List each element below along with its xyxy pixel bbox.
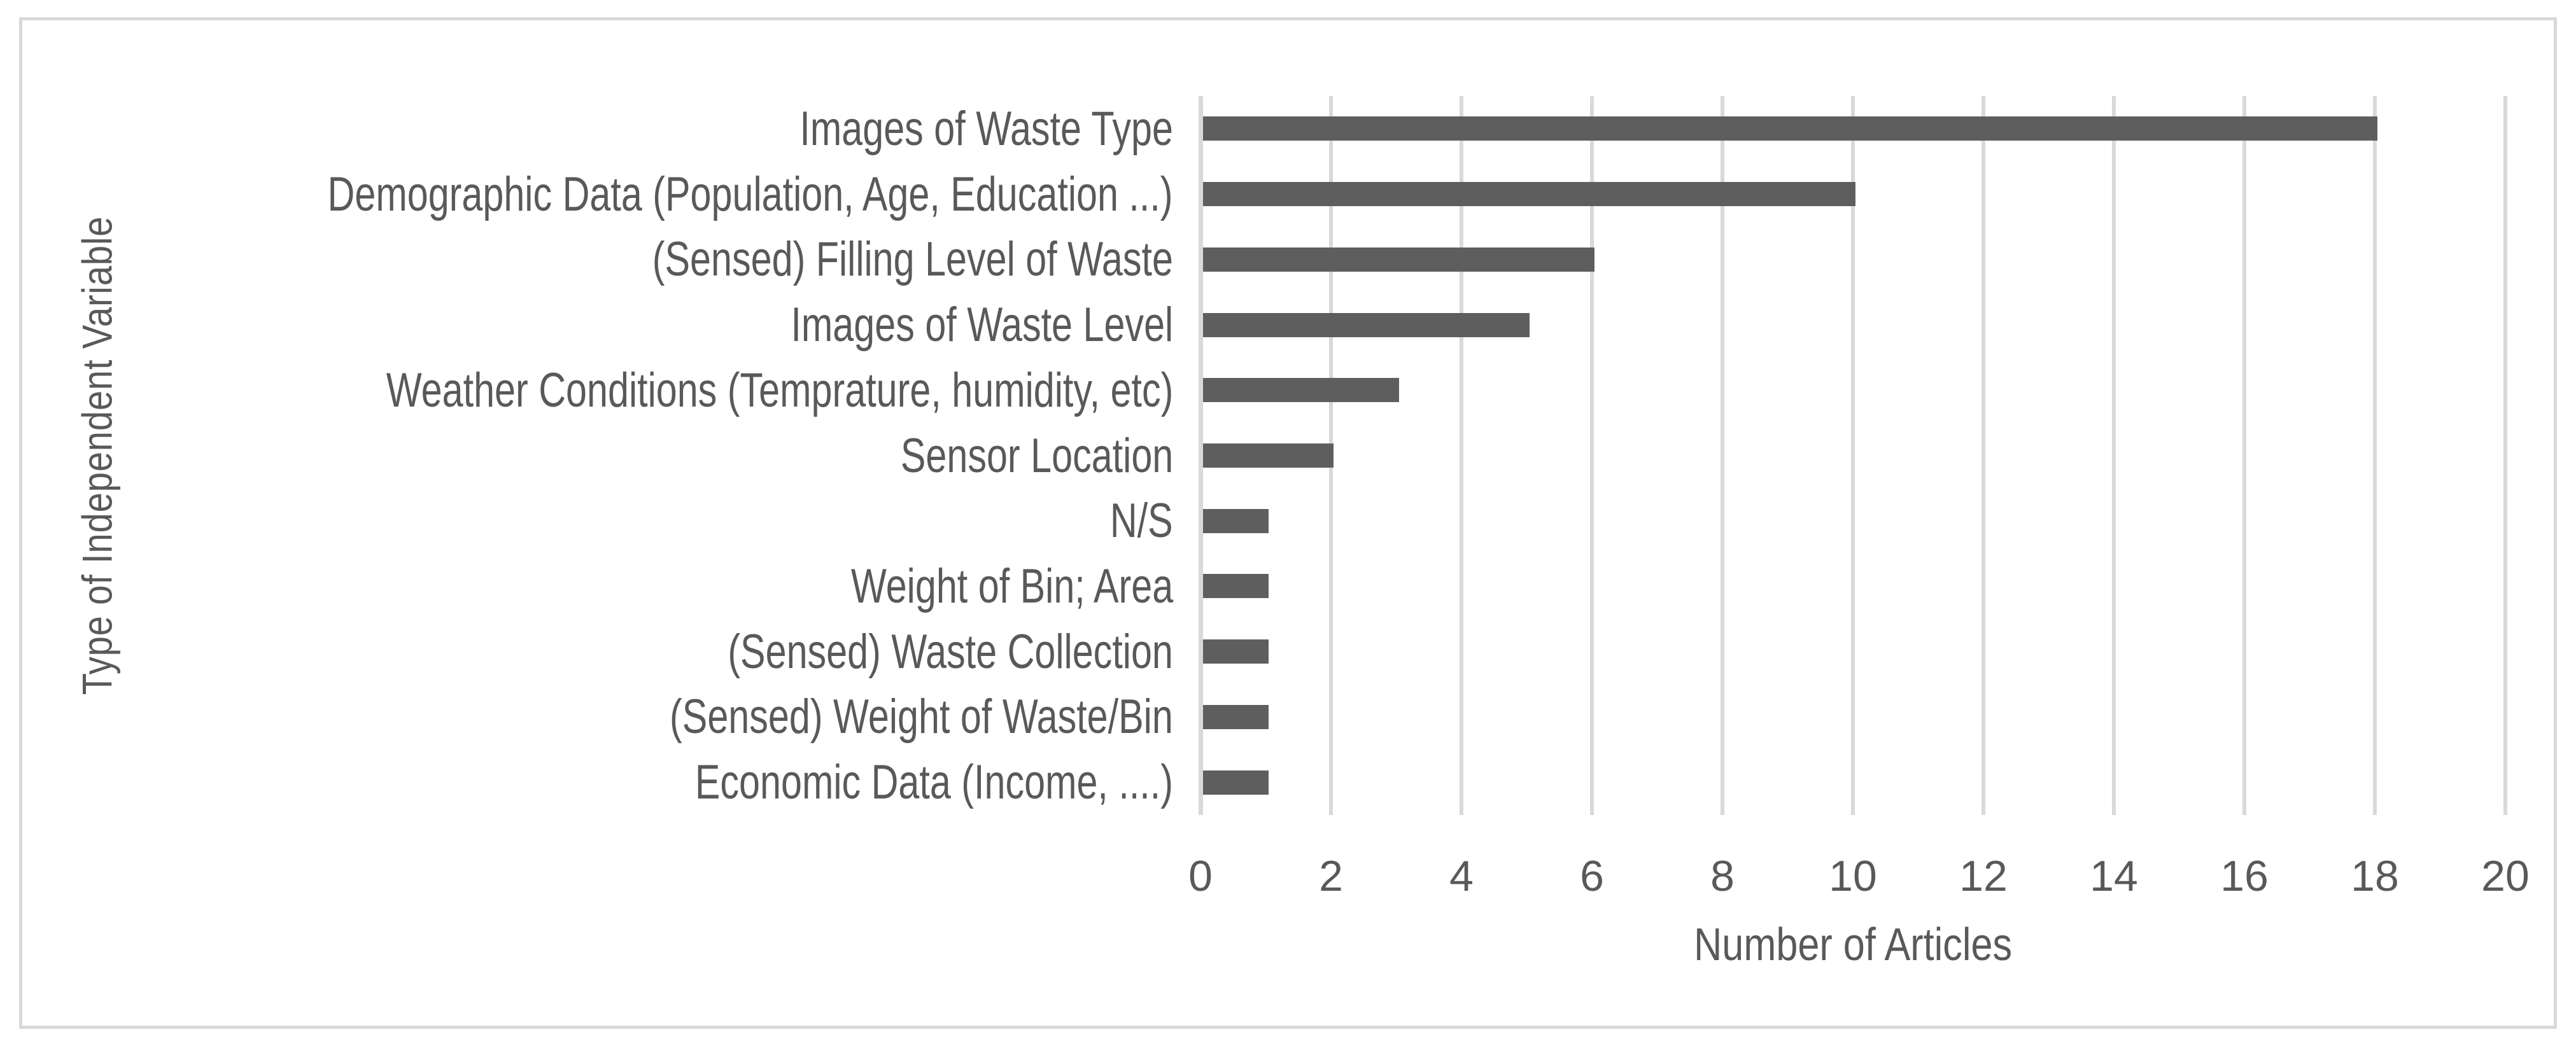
- x-tick-label-14: 14: [2090, 852, 2138, 900]
- category-row-7: N/S: [150, 488, 1173, 554]
- x-tick-label-20: 20: [2481, 852, 2530, 900]
- category-label: N/S: [1110, 494, 1173, 548]
- category-axis-line: [1199, 96, 1203, 815]
- x-tick-label-10: 10: [1829, 852, 1877, 900]
- gridline-x-10: [1851, 96, 1855, 815]
- category-label: (Sensed) Waste Collection: [728, 624, 1173, 679]
- x-tick-label-12: 12: [1959, 852, 2008, 900]
- gridline-x-4: [1460, 96, 1463, 815]
- category-label: (Sensed) Weight of Waste/Bin: [670, 690, 1173, 744]
- category-label: Images of Waste Level: [791, 298, 1173, 352]
- x-axis-title: Number of Articles: [1200, 919, 2505, 971]
- category-row-10: (Sensed) Weight of Waste/Bin: [150, 685, 1173, 750]
- bar-7: [1203, 508, 1269, 533]
- category-row-3: (Sensed) Filling Level of Waste: [150, 227, 1173, 292]
- bar-6: [1203, 443, 1334, 468]
- bar-10: [1203, 704, 1269, 729]
- x-tick-label-0: 0: [1188, 852, 1213, 900]
- gridline-x-16: [2242, 96, 2246, 815]
- x-axis-tick-labels: 0 2 4 6 8 10 12 14 16 18 20: [1188, 851, 2530, 909]
- x-tick-label-6: 6: [1580, 852, 1604, 900]
- bar-9: [1203, 639, 1269, 664]
- x-tick-label-2: 2: [1319, 852, 1343, 900]
- category-row-9: (Sensed) Waste Collection: [150, 619, 1173, 685]
- gridline-x-20: [2503, 96, 2507, 815]
- bar-11: [1203, 770, 1269, 795]
- gridline-x-12: [1981, 96, 1985, 815]
- category-label: (Sensed) Filling Level of Waste: [652, 232, 1173, 287]
- category-row-11: Economic Data (Income, ....): [150, 750, 1173, 815]
- x-tick-label-4: 4: [1449, 852, 1474, 900]
- category-row-8: Weight of Bin; Area: [150, 554, 1173, 619]
- category-row-1: Images of Waste Type: [150, 96, 1173, 162]
- bar-8: [1203, 574, 1269, 599]
- bar-3: [1203, 247, 1594, 272]
- x-tick-label-18: 18: [2351, 852, 2399, 900]
- gridline-x-14: [2112, 96, 2116, 815]
- x-tick-label-16: 16: [2220, 852, 2269, 900]
- bar-2: [1203, 182, 1855, 207]
- plot-area: [1199, 96, 2507, 815]
- category-row-2: Demographic Data (Population, Age, Educa…: [150, 162, 1173, 227]
- category-label: Sensor Location: [900, 428, 1173, 483]
- x-tick-label-8: 8: [1710, 852, 1735, 900]
- bar-5: [1203, 378, 1399, 403]
- y-axis-title: Type of Independent Variable: [22, 96, 172, 815]
- category-label: Demographic Data (Population, Age, Educa…: [328, 167, 1173, 221]
- y-axis-title-text: Type of Independent Variable: [73, 216, 121, 695]
- y-axis-category-labels: Images of Waste Type Demographic Data (Po…: [150, 96, 1173, 815]
- category-label: Weight of Bin; Area: [850, 559, 1173, 613]
- category-row-4: Images of Waste Level: [150, 292, 1173, 358]
- category-row-5: Weather Conditions (Temprature, humidity…: [150, 358, 1173, 423]
- category-label: Images of Waste Type: [799, 101, 1173, 156]
- category-row-6: Sensor Location: [150, 423, 1173, 489]
- gridline-x-6: [1590, 96, 1594, 815]
- gridline-x-18: [2373, 96, 2377, 815]
- bar-1: [1203, 116, 2377, 141]
- bar-4: [1203, 312, 1530, 337]
- gridline-x-8: [1721, 96, 1724, 815]
- category-label: Weather Conditions (Temprature, humidity…: [386, 363, 1173, 417]
- category-label: Economic Data (Income, ....): [694, 755, 1173, 810]
- chart-frame-border: Images of Waste Type Demographic Data (Po…: [19, 17, 2557, 1029]
- x-axis-title-text: Number of Articles: [1694, 919, 2012, 970]
